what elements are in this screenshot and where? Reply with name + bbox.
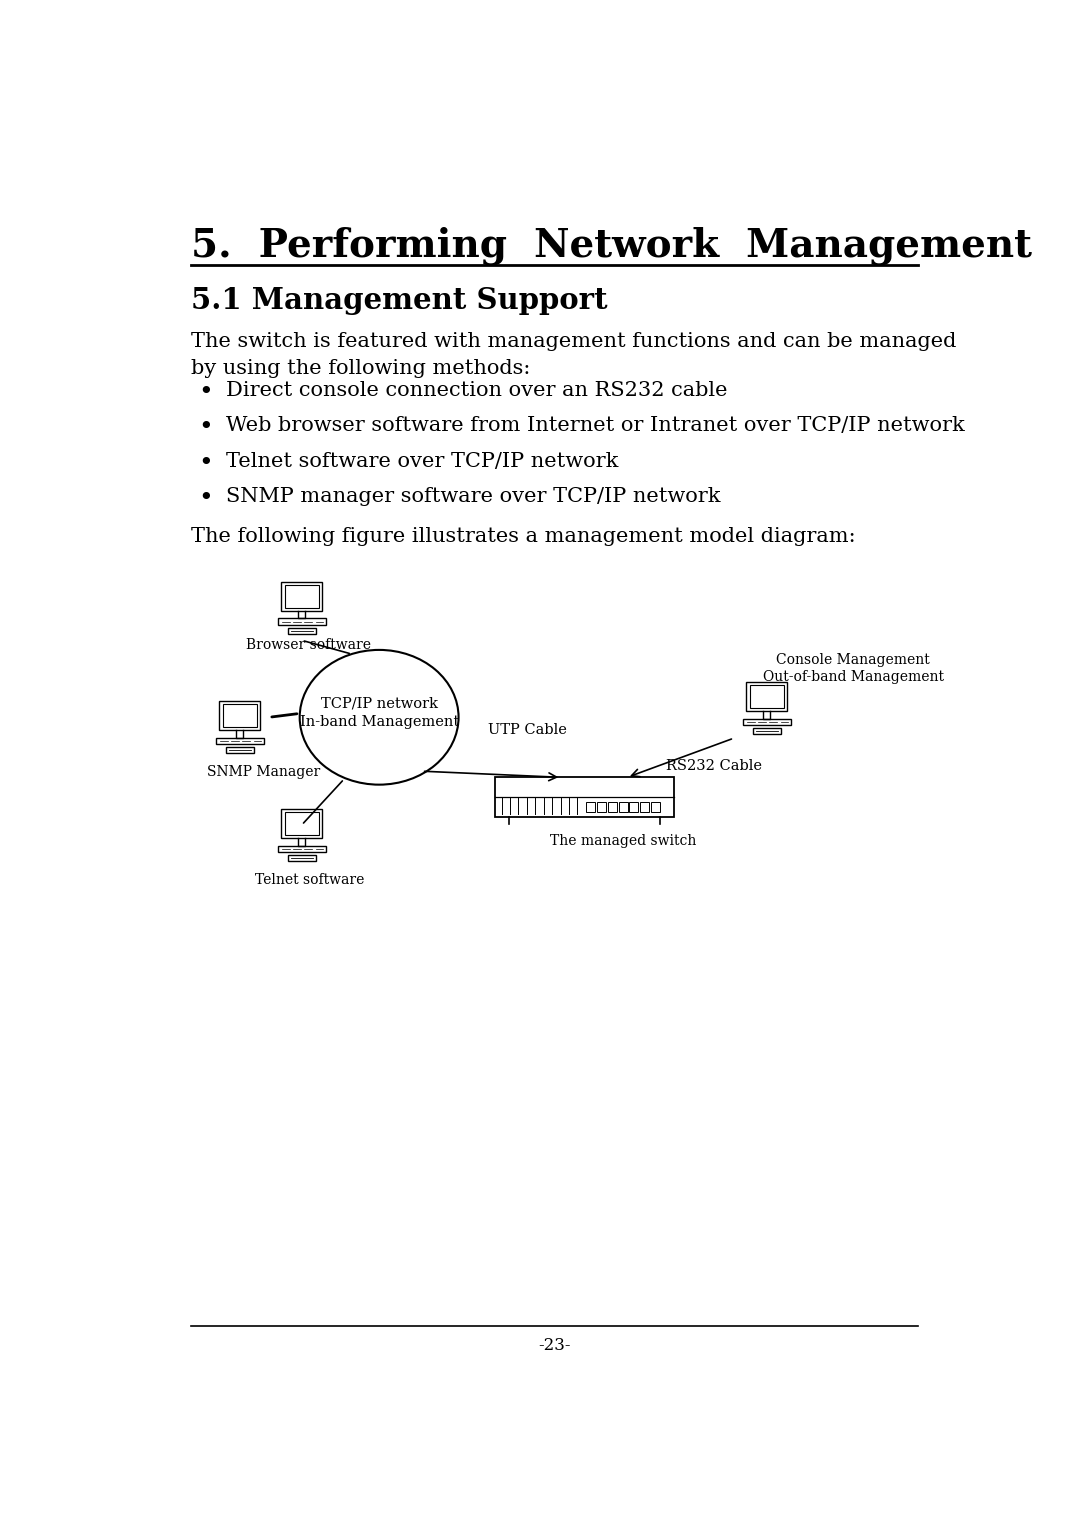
Text: •: • [199,417,214,440]
Text: 5.1 Management Support: 5.1 Management Support [191,286,607,315]
Text: Browser software: Browser software [246,638,370,652]
Text: •: • [199,452,214,475]
Text: •: • [199,487,214,510]
Text: The switch is featured with management functions and can be managed
by using the: The switch is featured with management f… [191,332,956,378]
Text: -23-: -23- [538,1337,570,1354]
Text: Console Management
Out-of-band Management: Console Management Out-of-band Managemen… [762,653,944,684]
Text: 5.  Performing  Network  Management: 5. Performing Network Management [191,227,1031,266]
Text: The following figure illustrates a management model diagram:: The following figure illustrates a manag… [191,527,855,546]
Text: TCP/IP network
In-band Management: TCP/IP network In-band Management [299,696,459,729]
Text: •: • [199,381,214,404]
Text: RS232 Cable: RS232 Cable [666,759,761,773]
Text: Direct console connection over an RS232 cable: Direct console connection over an RS232 … [226,381,727,400]
Text: SNMP manager software over TCP/IP network: SNMP manager software over TCP/IP networ… [226,487,720,506]
Text: Web browser software from Internet or Intranet over TCP/IP network: Web browser software from Internet or In… [226,417,964,435]
Text: The managed switch: The managed switch [550,835,696,848]
Text: SNMP Manager: SNMP Manager [207,765,321,779]
Text: UTP Cable: UTP Cable [488,724,567,738]
Text: Telnet software: Telnet software [255,873,365,887]
Text: Telnet software over TCP/IP network: Telnet software over TCP/IP network [226,452,618,470]
